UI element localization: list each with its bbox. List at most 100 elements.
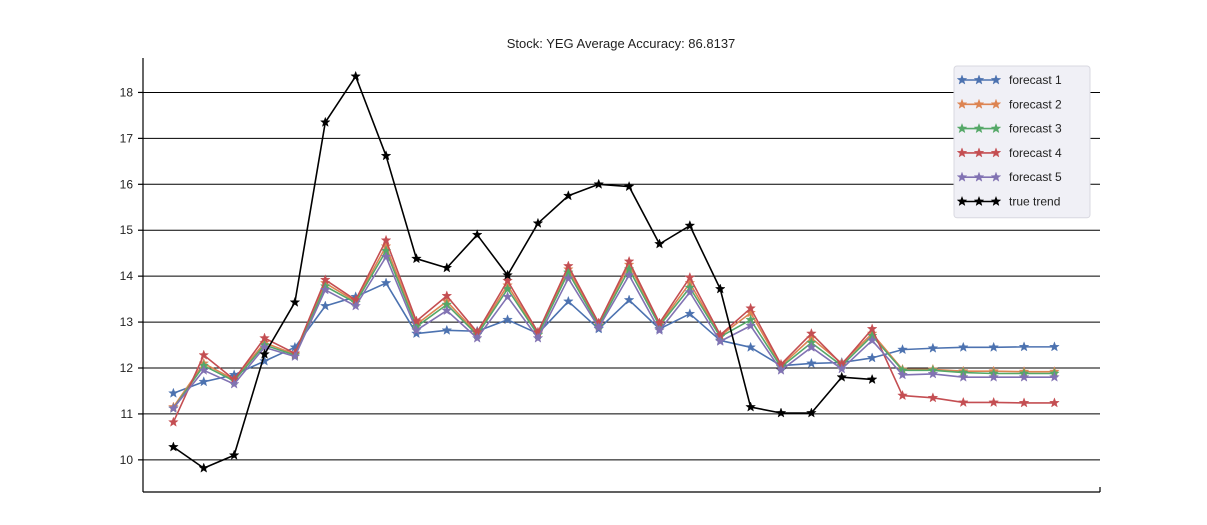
- data-point: [563, 260, 574, 271]
- y-tick-label: 11: [121, 407, 134, 421]
- legend-item: forecast 2: [956, 97, 1062, 111]
- data-point: [168, 402, 179, 413]
- legend-marker: [973, 74, 985, 85]
- series-line: [172, 245, 1055, 408]
- legend-marker: [973, 147, 985, 158]
- legend-item: forecast 4: [956, 146, 1062, 160]
- data-point: [198, 462, 210, 473]
- data-point: [988, 396, 999, 407]
- data-point: [684, 271, 696, 283]
- data-point: [198, 349, 210, 360]
- data-point: [411, 253, 422, 264]
- legend-marker: [956, 195, 968, 207]
- data-point: [714, 283, 726, 294]
- data-point: [441, 324, 453, 335]
- data-point: [775, 407, 787, 418]
- y-tick-label: 18: [120, 85, 134, 99]
- data-point: [866, 323, 878, 334]
- series-true-trend: [168, 70, 878, 473]
- legend-marker: [973, 123, 985, 134]
- data-point: [593, 178, 605, 189]
- data-point: [897, 389, 908, 401]
- data-point: [441, 305, 453, 316]
- legend-item: forecast 5: [956, 170, 1062, 184]
- data-point: [988, 341, 999, 352]
- series-forecast-3: [168, 245, 1060, 413]
- data-point: [988, 371, 999, 382]
- data-point: [380, 251, 392, 262]
- data-point: [623, 255, 635, 266]
- y-tick-label: 17: [120, 131, 134, 145]
- legend-marker: [956, 171, 968, 182]
- legend-marker: [956, 123, 968, 134]
- data-point: [289, 350, 301, 362]
- legend-marker: [956, 147, 968, 158]
- data-point: [1018, 341, 1030, 352]
- y-tick-label: 15: [120, 223, 134, 237]
- data-point: [319, 274, 331, 285]
- data-point: [502, 275, 513, 286]
- legend-marker: [956, 98, 968, 109]
- data-point: [380, 234, 392, 245]
- legend-marker: [990, 123, 1002, 134]
- data-point: [1049, 397, 1060, 408]
- legend-item: true trend: [956, 195, 1060, 209]
- legend-marker: [990, 74, 1002, 85]
- data-point: [897, 369, 908, 380]
- data-point: [866, 334, 878, 345]
- data-point: [502, 291, 513, 302]
- legend-marker: [990, 171, 1002, 182]
- legend-label: forecast 5: [1009, 170, 1062, 184]
- data-point: [168, 387, 179, 398]
- data-point: [532, 217, 544, 228]
- data-point: [502, 269, 513, 280]
- legend-marker: [990, 195, 1002, 207]
- legend-label: forecast 1: [1009, 73, 1062, 87]
- data-point: [228, 449, 240, 460]
- data-point: [714, 335, 726, 346]
- data-point: [411, 324, 422, 335]
- data-point: [198, 364, 210, 375]
- series-line: [172, 250, 1055, 409]
- series-line: [172, 239, 1055, 423]
- data-point: [623, 269, 635, 280]
- data-point: [684, 308, 696, 319]
- legend: forecast 1 forecast 2 forecast 3 forecast 4…: [953, 65, 1091, 219]
- data-point: [563, 272, 574, 283]
- y-tick-label: 14: [120, 269, 134, 283]
- data-point: [927, 368, 939, 379]
- data-point: [168, 441, 179, 452]
- data-point: [198, 376, 210, 387]
- legend-marker: [973, 171, 985, 182]
- data-point: [866, 373, 878, 384]
- axes: 10 11 12 13 14 15 16 17 18: [120, 58, 1101, 493]
- data-point: [350, 70, 361, 81]
- data-point: [623, 294, 635, 305]
- data-point: [684, 286, 696, 297]
- data-point: [441, 290, 453, 301]
- series-lines: [168, 70, 1060, 473]
- data-point: [866, 352, 878, 363]
- data-point: [745, 302, 756, 313]
- data-point: [806, 327, 817, 339]
- data-point: [380, 150, 392, 161]
- legend-item: forecast 3: [956, 122, 1062, 136]
- chart-title: Stock: YEG Average Accuracy: 86.8137: [507, 36, 736, 51]
- y-tick-label: 12: [120, 361, 134, 375]
- data-point: [836, 363, 848, 374]
- data-point: [775, 364, 787, 375]
- data-point: [593, 322, 605, 333]
- data-point: [806, 357, 817, 368]
- data-point: [319, 116, 331, 127]
- series-line: [172, 256, 1055, 409]
- data-point: [441, 262, 453, 273]
- legend-label: forecast 4: [1009, 146, 1062, 160]
- data-point: [1049, 341, 1060, 352]
- legend-marker: [973, 98, 985, 109]
- data-point: [471, 229, 483, 240]
- y-tick-label: 10: [120, 453, 134, 467]
- data-point: [350, 300, 361, 311]
- data-point: [745, 320, 756, 331]
- data-point: [380, 277, 392, 288]
- data-point: [957, 396, 969, 407]
